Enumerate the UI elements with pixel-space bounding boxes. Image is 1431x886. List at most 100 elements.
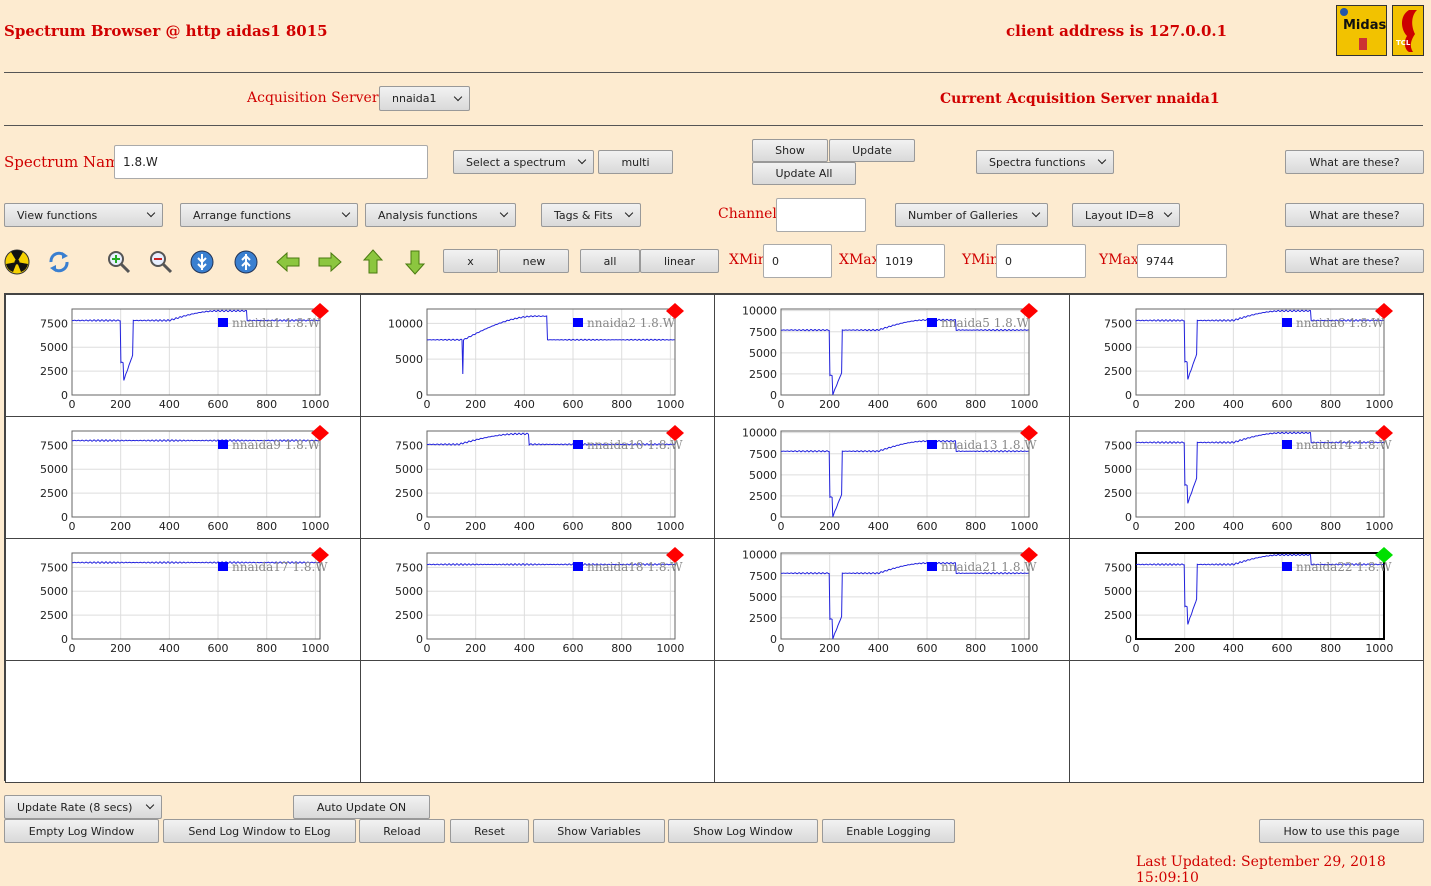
layout-id-dropdown[interactable]: Layout ID=8 — [1072, 203, 1180, 227]
zoom-in-icon[interactable] — [106, 249, 132, 275]
how-to-use-button[interactable]: How to use this page — [1259, 819, 1424, 843]
spectra-functions-dropdown[interactable]: Spectra functions — [976, 150, 1114, 174]
reset-button[interactable]: Reset — [450, 819, 529, 843]
x-tick-label: 800 — [965, 520, 986, 533]
enable-logging-button[interactable]: Enable Logging — [822, 819, 955, 843]
x-tick-label: 200 — [819, 520, 840, 533]
x-tick-label: 400 — [513, 398, 534, 411]
new-button[interactable]: new — [499, 249, 569, 273]
view-functions-dropdown[interactable]: View functions — [4, 203, 163, 227]
spectrum-panel[interactable]: 0 200 400 600 800 1000 0 2500 5000 7500 nnaida22 1… — [1068, 538, 1424, 661]
zoom-out-icon[interactable] — [148, 249, 174, 275]
number-of-galleries-dropdown[interactable]: Number of Galleries — [895, 203, 1048, 227]
x-tick-label: 0 — [778, 398, 785, 411]
empty-panel[interactable] — [1068, 660, 1424, 783]
empty-log-button[interactable]: Empty Log Window — [4, 819, 159, 843]
spectrum-chart: 0 200 400 600 800 1000 0 2500 5000 7500 nnaida9 1.… — [40, 425, 329, 533]
y-tick-label: 2500 — [1104, 365, 1132, 378]
xmax-input[interactable]: 1019 — [876, 244, 945, 278]
what-are-these-button-2[interactable]: What are these? — [1285, 203, 1424, 227]
what-are-these-button-3[interactable]: What are these? — [1285, 249, 1424, 273]
spectrum-panel[interactable]: 0 200 400 600 800 1000 0 2500 5000 7500 nnaida6 1.… — [1068, 294, 1424, 417]
x-tick-label: 0 — [778, 642, 785, 655]
acq-server-select[interactable]: nnaida1 — [379, 86, 470, 111]
spectrum-panel[interactable]: 0 200 400 600 800 1000 0 2500 5000 7500 10000 nnaid… — [714, 538, 1070, 661]
x-tick-label: 200 — [465, 520, 486, 533]
x-tick-label: 400 — [159, 398, 180, 411]
spectrum-panel[interactable]: 0 200 400 600 800 1000 0 2500 5000 7500 nnaida9 1.… — [5, 416, 361, 539]
chevron-down-icon — [624, 208, 634, 218]
y-tick-label: 5000 — [1104, 463, 1132, 476]
tags-fits-dropdown[interactable]: Tags & Fits — [541, 203, 641, 227]
x-tick-label: 0 — [69, 398, 76, 411]
spectrum-panel[interactable]: 0 200 400 600 800 1000 0 2500 5000 7500 nnaida1 1.… — [5, 294, 361, 417]
y-tick-label: 2500 — [40, 365, 68, 378]
spectrum-line — [1135, 431, 1384, 504]
legend-swatch — [1281, 440, 1292, 449]
x-tick-label: 0 — [423, 520, 430, 533]
spectrum-panel[interactable]: 0 200 400 600 800 1000 0 2500 5000 7500 nnaida14 1… — [1068, 416, 1424, 539]
x-tick-label: 1000 — [1010, 642, 1038, 655]
send-log-elog-button[interactable]: Send Log Window to ELog — [163, 819, 356, 843]
legend-label: nnaida1 1.8.W — [232, 316, 321, 330]
x-tick-label: 200 — [110, 398, 131, 411]
chevron-down-icon — [146, 208, 156, 218]
select-spectrum-dropdown[interactable]: Select a spectrum — [453, 150, 594, 174]
show-log-window-button[interactable]: Show Log Window — [668, 819, 818, 843]
ymax-input[interactable]: 9744 — [1137, 244, 1227, 278]
arrow-right-icon[interactable] — [317, 249, 343, 275]
legend-swatch — [572, 562, 583, 571]
spectrum-chart: 0 200 400 600 800 1000 0 2500 5000 7500 nnaida1 1.… — [40, 303, 329, 411]
spectrum-panel[interactable]: 0 200 400 600 800 1000 0 2500 5000 7500 nnaida10 1… — [359, 416, 715, 539]
spectrum-panel[interactable]: 0 200 400 600 800 1000 0 2500 5000 7500 10000 nnaid… — [714, 294, 1070, 417]
x-tick-label: 0 — [423, 398, 430, 411]
spectrum-panel[interactable]: 0 200 400 600 800 1000 0 5000 10000 nnaida2 1.8.W — [359, 294, 715, 417]
x-tick-label: 200 — [110, 520, 131, 533]
legend-swatch — [572, 440, 583, 449]
show-button[interactable]: Show — [752, 139, 828, 162]
empty-panel[interactable] — [5, 660, 361, 783]
auto-update-button[interactable]: Auto Update ON — [293, 795, 430, 819]
x-tick-label: 600 — [208, 520, 229, 533]
channel-input[interactable] — [776, 198, 866, 232]
plot-frame — [1135, 308, 1384, 396]
spectrum-panel[interactable]: 0 200 400 600 800 1000 0 2500 5000 7500 10000 nnaid… — [714, 416, 1070, 539]
spectrum-panel[interactable]: 0 200 400 600 800 1000 0 2500 5000 7500 nnaida18 1… — [359, 538, 715, 661]
x-tick-label: 1000 — [301, 642, 329, 655]
y-tick-label: 0 — [1125, 389, 1132, 402]
arrow-down-icon[interactable] — [402, 249, 428, 275]
empty-panel[interactable] — [714, 660, 1070, 783]
update-rate-dropdown[interactable]: Update Rate (8 secs) — [4, 795, 162, 819]
expand-y-icon[interactable] — [189, 249, 215, 275]
show-variables-button[interactable]: Show Variables — [533, 819, 665, 843]
linear-button[interactable]: linear — [640, 249, 719, 273]
spectrum-name-input[interactable]: 1.8.W — [114, 145, 428, 179]
x-tick-label: 200 — [819, 642, 840, 655]
xmin-input[interactable]: 0 — [763, 244, 832, 278]
refresh-icon[interactable] — [46, 249, 72, 275]
analysis-functions-dropdown[interactable]: Analysis functions — [365, 203, 516, 227]
spectrum-line — [1135, 553, 1384, 625]
compress-y-icon[interactable] — [233, 249, 259, 275]
x-button[interactable]: x — [443, 249, 498, 273]
y-tick-label: 7500 — [395, 561, 423, 574]
arrange-functions-dropdown[interactable]: Arrange functions — [180, 203, 358, 227]
x-tick-label: 400 — [159, 642, 180, 655]
what-are-these-button-1[interactable]: What are these? — [1285, 150, 1424, 174]
x-tick-label: 600 — [562, 398, 583, 411]
ymin-input[interactable]: 0 — [996, 244, 1086, 278]
y-tick-label: 5000 — [749, 347, 777, 360]
update-button[interactable]: Update — [829, 139, 915, 162]
x-tick-label: 1000 — [301, 398, 329, 411]
y-tick-label: 10000 — [742, 549, 777, 562]
arrow-up-icon[interactable] — [360, 249, 386, 275]
arrow-left-icon[interactable] — [275, 249, 301, 275]
reload-button[interactable]: Reload — [359, 819, 445, 843]
spectrum-panel[interactable]: 0 200 400 600 800 1000 0 2500 5000 7500 nnaida17 1… — [5, 538, 361, 661]
radiation-icon[interactable] — [4, 249, 30, 275]
multi-button[interactable]: multi — [598, 150, 673, 174]
empty-panel[interactable] — [359, 660, 715, 783]
update-all-button[interactable]: Update All — [752, 162, 856, 185]
all-button[interactable]: all — [580, 249, 640, 273]
